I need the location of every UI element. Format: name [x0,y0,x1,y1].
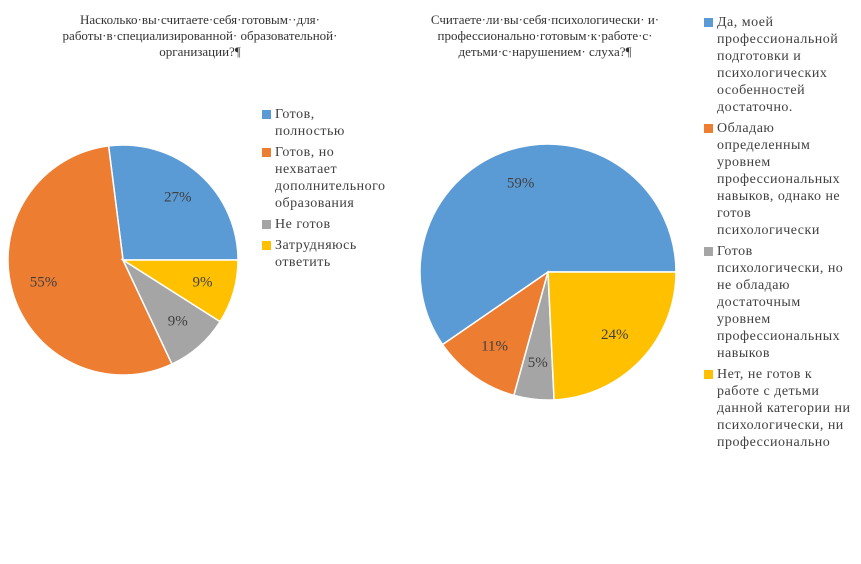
legend-swatch [704,370,713,379]
legend-swatch [262,241,271,250]
legend-item: Нет, не готов к работе с детьми данной к… [704,366,856,451]
legend-swatch [704,247,713,256]
legend-label: Обладаю определенным уровнем профессиона… [717,121,841,238]
legend: Да, моей профессиональной подготовки и п… [704,14,856,455]
pie-slice [7,145,173,376]
legend-item: Да, моей профессиональной подготовки и п… [704,14,856,116]
data-label: 55% [30,275,58,291]
data-label: 11% [481,339,508,355]
legend-swatch [262,220,271,229]
chart-title: Насколько·вы·считаете·себя·готовым··для·… [40,12,360,60]
data-label: 9% [168,314,188,330]
legend-swatch [704,124,713,133]
legend-item: Затрудняюсь ответить [262,237,384,271]
chart-title: Считаете·ли·вы·себя·психологически· и· пр… [385,12,705,60]
legend-item: Готов психологически, но не обладаю дост… [704,243,856,362]
pie-slice [547,271,677,401]
data-label: 9% [193,275,213,291]
legend-label: Да, моей профессиональной подготовки и п… [717,15,839,115]
legend-item: Обладаю определенным уровнем профессиона… [704,120,856,239]
pie-slice [120,259,239,323]
title-line: Считаете·ли·вы·себя·психологически· и· [430,12,660,27]
legend-label: Готов психологически, но не обладаю дост… [717,244,844,361]
legend-swatch [262,148,271,157]
legend-item: Готов, но нехватает дополнительного обра… [262,144,386,212]
data-label: 27% [164,189,192,205]
legend-swatch [262,110,271,119]
legend-item: Не готов [262,216,384,233]
title-line: работы·в·специализированной· образовател… [62,28,338,43]
legend-label: Готов, полностью [275,107,345,139]
legend-label: Нет, не готов к работе с детьми данной к… [717,367,851,450]
legend-label: Не готов [275,217,331,232]
title-line: организации?¶ [159,44,241,59]
pie-slice [107,144,239,261]
data-label: 5% [528,355,548,371]
data-label: 59% [507,175,535,191]
title-line: детьми·с·нарушением· слуха?¶ [458,44,632,59]
legend-swatch [704,18,713,27]
pie-slice [419,143,677,346]
legend-label: Затрудняюсь ответить [275,238,357,270]
title-line: Насколько·вы·считаете·себя·готовым··для· [80,12,320,27]
data-label: 24% [601,327,629,343]
title-line: профессионально·готовым·к·работе·с· [437,28,653,43]
legend-item: Готов, полностью [262,106,384,140]
legend-label: Готов, но нехватает дополнительного обра… [275,145,386,211]
legend: Готов, полностью Готов, но нехватает допо… [262,106,386,275]
